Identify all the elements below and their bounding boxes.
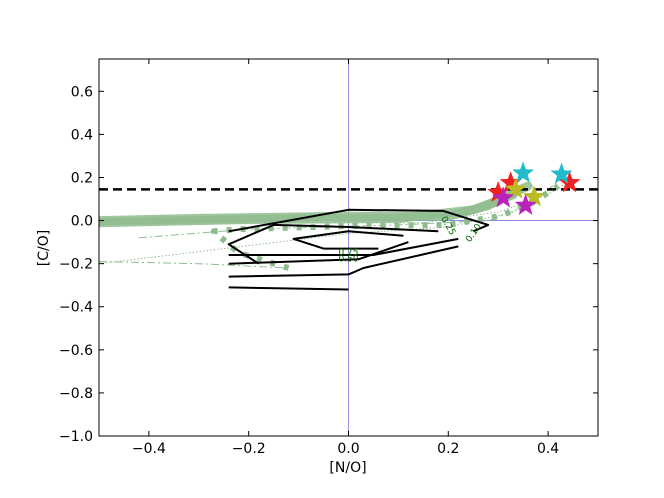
- x-tick-label: 0.2: [437, 441, 459, 457]
- contour-line: [228, 286, 349, 291]
- y-axis-label: [C/O]: [36, 230, 52, 266]
- x-axis-label: [N/O]: [329, 460, 366, 476]
- contour-label: 0.10: [464, 222, 484, 244]
- contour-line: [228, 245, 459, 278]
- contour-label: 0.75: [338, 248, 358, 258]
- y-tick-label: −0.4: [59, 300, 93, 316]
- star-marker: [504, 177, 527, 199]
- star-marker: [491, 186, 515, 208]
- star-marker: [523, 185, 546, 207]
- y-tick-label: −0.6: [59, 343, 93, 359]
- star-marker: [512, 161, 535, 183]
- y-tick-label: −0.2: [59, 257, 93, 273]
- x-tick-label: −0.4: [132, 441, 166, 457]
- contour-line: [228, 241, 409, 265]
- track-line-dashdot-thin: [99, 261, 289, 269]
- y-tick-label: −0.8: [59, 386, 93, 402]
- contour-line: [292, 230, 404, 250]
- y-tick-label: 0.6: [71, 84, 93, 100]
- y-tick-label: 0.0: [71, 214, 93, 230]
- contour-line: [227, 223, 439, 265]
- x-tick-label: −0.2: [232, 441, 266, 457]
- contour-label: 0.50: [338, 255, 358, 265]
- y-tick-label: −1.0: [59, 429, 93, 445]
- track-line-solid-thick: [99, 190, 518, 228]
- star-marker: [558, 171, 581, 193]
- star-marker: [514, 193, 537, 216]
- plot-inner: 0.750.500.25 0.10: [99, 59, 598, 436]
- plot-area: 0.750.500.25 0.10 −0.4 −0.2 0.0 0.2 0.4 −1.0 −0.…: [59, 58, 599, 457]
- star-marker: [550, 162, 573, 184]
- x-tick-label: 0.4: [537, 441, 559, 457]
- y-tick-label: 0.2: [71, 170, 93, 186]
- x-tick-label: 0.0: [337, 441, 359, 457]
- y-tick-label: 0.4: [71, 127, 93, 143]
- contour-line: [228, 208, 490, 233]
